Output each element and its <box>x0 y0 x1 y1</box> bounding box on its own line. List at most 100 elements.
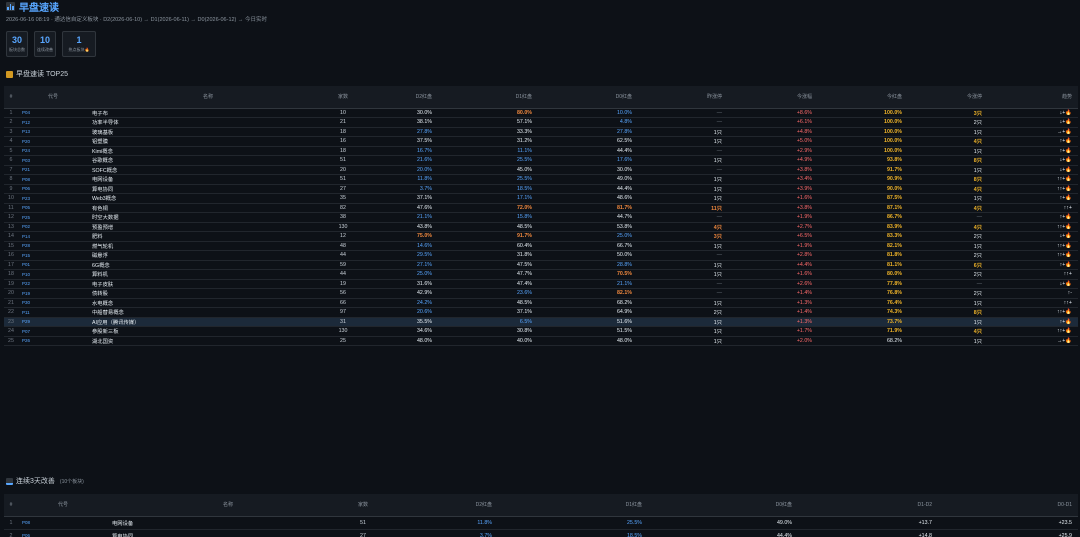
header-code: 代号 <box>18 494 108 517</box>
table-row[interactable]: 8 P08 电网设备 51 11.8% 25.5% 49.0% 1只 +3.4% 90.9% 8只 ↑… <box>4 174 1078 185</box>
table-row[interactable]: 20 P19 债转股 56 42.9% 23.6% 82.1% — +1.4% 76.8% 2只 ↑- <box>4 288 1078 299</box>
cell-today-limit: 4只 <box>908 222 988 232</box>
cell-count: 38 <box>328 212 358 223</box>
table-row[interactable]: 2 P06 算电协同 27 3.7% 18.5% 44.4% +14.8 +25.9 <box>4 529 1078 537</box>
cell-trend: ↑+🔥 <box>988 136 1078 147</box>
table-row[interactable]: 12 P25 时空大数据 38 21.1% 15.8% 44.7% — +1.9% 86.7% — ↑… <box>4 212 1078 223</box>
cell-count: 16 <box>328 136 358 147</box>
table-row[interactable]: 6 P03 谷歌概念 51 21.6% 25.5% 17.6% 1只 +4.9% 93.8% 8只 ↓… <box>4 155 1078 166</box>
header-rank: # <box>4 494 18 517</box>
table-row[interactable]: 24 P07 参股新三板 130 34.6% 30.8% 51.5% 1只 +1.7% 71.9%… <box>4 326 1078 337</box>
cell-count: 31 <box>328 317 358 327</box>
stat-value: 30 <box>11 35 22 45</box>
cell-d0-d1: +23.5 <box>938 516 1078 530</box>
cell-rank: 25 <box>4 336 18 346</box>
cell-rank: 24 <box>4 326 18 337</box>
stat-card-hot: 1 热点板块🔥 <box>62 31 96 57</box>
cell-name: 债转股 <box>88 288 328 299</box>
cell-count: 59 <box>328 260 358 270</box>
cell-d0: 66.7% <box>538 241 638 251</box>
cell-rank: 3 <box>4 127 18 137</box>
cell-rank: 18 <box>4 269 18 280</box>
cell-today-change: +8.6% <box>728 108 818 118</box>
stat-value: 1 <box>76 35 82 45</box>
table-row[interactable]: 14 P14 肥料 12 75.0% 91.7% 25.0% 3只 +6.5% 83.3% 2只 ↓+… <box>4 231 1078 242</box>
cell-count: 48 <box>328 241 358 251</box>
cell-code: P01 <box>18 260 88 270</box>
cell-rank: 12 <box>4 212 18 223</box>
table-row[interactable]: 18 P10 算料机 44 25.0% 47.7% 70.5% 1只 +1.6% 80.0% 2只 ↑… <box>4 269 1078 280</box>
cell-code: P29 <box>18 317 88 327</box>
table-row[interactable]: 7 P21 SOFC概念 20 20.0% 45.0% 30.0% — +3.8% 91.7% 1只… <box>4 165 1078 175</box>
cell-count: 27 <box>328 184 358 194</box>
cell-name: Web3概念 <box>88 193 328 204</box>
cell-d1: 45.0% <box>438 165 538 175</box>
cell-name: 电网设备 <box>88 174 328 185</box>
cell-rank: 20 <box>4 288 18 299</box>
cell-d0: 70.5% <box>538 269 638 280</box>
table-row[interactable]: 9 P06 算电协同 27 3.7% 18.5% 44.4% 1只 +3.9% 90.0% 4只 ↑↑… <box>4 184 1078 194</box>
table-row[interactable]: 17 P01 6G概念 59 27.1% 47.5% 28.8% 1只 +4.4% 81.1% 6只… <box>4 260 1078 270</box>
cell-today-change: +3.4% <box>728 174 818 185</box>
table-row[interactable]: 21 P30 水电概念 66 24.2% 48.5% 68.2% 1只 +1.3% 76.4% 1只… <box>4 298 1078 308</box>
cell-today-limit: — <box>908 212 988 223</box>
table-row[interactable]: 13 P02 预盈预增 130 43.8% 48.5% 53.8% 4只 +2.7% 83.9% 4… <box>4 222 1078 232</box>
table-row[interactable]: 4 P20 铝塑膜 16 37.5% 31.2% 62.5% 1只 +5.0% 100.0% 4只 ↑… <box>4 136 1078 147</box>
table-row[interactable]: 5 P24 Kimi概念 18 16.7% 11.1% 44.4% — +2.9% 100.0% 1… <box>4 146 1078 156</box>
table-row[interactable]: 1 P04 电子布 10 30.0% 80.0% 10.0% — +8.6% 100.0% 3只 ↓+… <box>4 108 1078 118</box>
table-row[interactable]: 22 P11 中船替易概念 97 20.6% 37.1% 64.9% 2只 +1.4% 74.3%… <box>4 307 1078 318</box>
table-row[interactable]: 10 P23 Web3概念 35 37.1% 17.1% 48.6% 1只 +1.6% 87.5%… <box>4 193 1078 204</box>
cell-count: 82 <box>328 203 358 213</box>
table-row[interactable]: 25 P26 湖北国资 25 48.0% 40.0% 48.0% 1只 +2.0% 68.2% 1只… <box>4 336 1078 346</box>
cell-today-change: +1.9% <box>728 241 818 251</box>
table-row[interactable]: 11 P05 有色铜 82 47.6% 72.0% 81.7% 11只 +3.8% 87.1% 4只… <box>4 203 1078 213</box>
cell-name: SOFC概念 <box>88 165 328 175</box>
cell-today-change: +3.8% <box>728 203 818 213</box>
cell-today-red: 73.7% <box>818 317 908 327</box>
cell-d1: 15.8% <box>438 212 538 223</box>
cell-ytd-limit: 1只 <box>638 136 728 147</box>
cell-trend: ↓+🔥 <box>988 117 1078 128</box>
cell-today-red: 76.4% <box>818 298 908 308</box>
cell-d1: 37.1% <box>438 307 538 318</box>
table-row[interactable]: 23 P29 AI应用（腾讯传媒） 31 35.5% 6.5% 51.6% 1只 +1.3% 73… <box>4 317 1078 327</box>
cell-d0: 44.4% <box>538 184 638 194</box>
table-row[interactable]: 2 P12 功率半导体 21 38.1% 57.1% 4.8% — +6.1% 100.0% 2只 ↓… <box>4 117 1078 128</box>
cell-today-change: +2.6% <box>728 279 818 289</box>
table-row[interactable]: 16 P15 磁悬浮 44 29.5% 31.8% 50.0% — +2.8% 81.8% 2只 ↑↑… <box>4 250 1078 261</box>
cell-trend: →+🔥 <box>988 127 1078 137</box>
cell-today-limit: 8只 <box>908 307 988 318</box>
cell-count: 51 <box>348 516 378 530</box>
cell-ytd-limit: 3只 <box>638 231 728 242</box>
cell-d1: 18.5% <box>438 184 538 194</box>
top25-title: 早盘速读 TOP25 <box>16 71 68 78</box>
cell-ytd-limit: — <box>638 165 728 175</box>
cell-d1: 47.4% <box>438 279 538 289</box>
cell-code: P10 <box>18 269 88 280</box>
cell-name: AI应用（腾讯传媒） <box>88 317 328 327</box>
cell-today-change: +5.0% <box>728 136 818 147</box>
table-row[interactable]: 3 P13 玻璃基板 18 27.8% 33.3% 27.8% 1只 +4.8% 100.0% 1只… <box>4 127 1078 137</box>
cell-trend: ↓+🔥 <box>988 165 1078 175</box>
cell-d0: 49.0% <box>538 174 638 185</box>
trophy-icon <box>6 70 13 78</box>
header-today-change: 今涨幅 <box>728 86 818 109</box>
cell-code: P03 <box>18 155 88 166</box>
header-d0: D0红盘 <box>538 86 638 109</box>
cell-trend: ↓+🔥 <box>988 279 1078 289</box>
table-row[interactable]: 19 P22 电子皮肤 19 31.6% 47.4% 21.1% — +2.6% 77.8% — ↓+… <box>4 279 1078 289</box>
cell-code: P21 <box>18 165 88 175</box>
cell-ytd-limit: — <box>638 212 728 223</box>
cell-code: P06 <box>18 184 88 194</box>
table-row[interactable]: 1 P08 电网设备 51 11.8% 25.5% 49.0% +13.7 +23.5 <box>4 516 1078 530</box>
cell-d0: 48.0% <box>538 336 638 346</box>
cell-trend: ↑↑+ <box>988 203 1078 213</box>
cell-d2: 35.5% <box>358 317 438 327</box>
cell-name: 参股新三板 <box>88 326 328 337</box>
cell-today-red: 90.0% <box>818 184 908 194</box>
table-row[interactable]: 15 P28 燃气轮机 48 14.6% 60.4% 66.7% 1只 +1.9% 82.1% 1只… <box>4 241 1078 251</box>
cell-today-red: 90.9% <box>818 174 908 185</box>
cell-code: P22 <box>18 279 88 289</box>
cell-d2: 34.6% <box>358 326 438 337</box>
page-title: 早盘速读 <box>19 3 59 14</box>
